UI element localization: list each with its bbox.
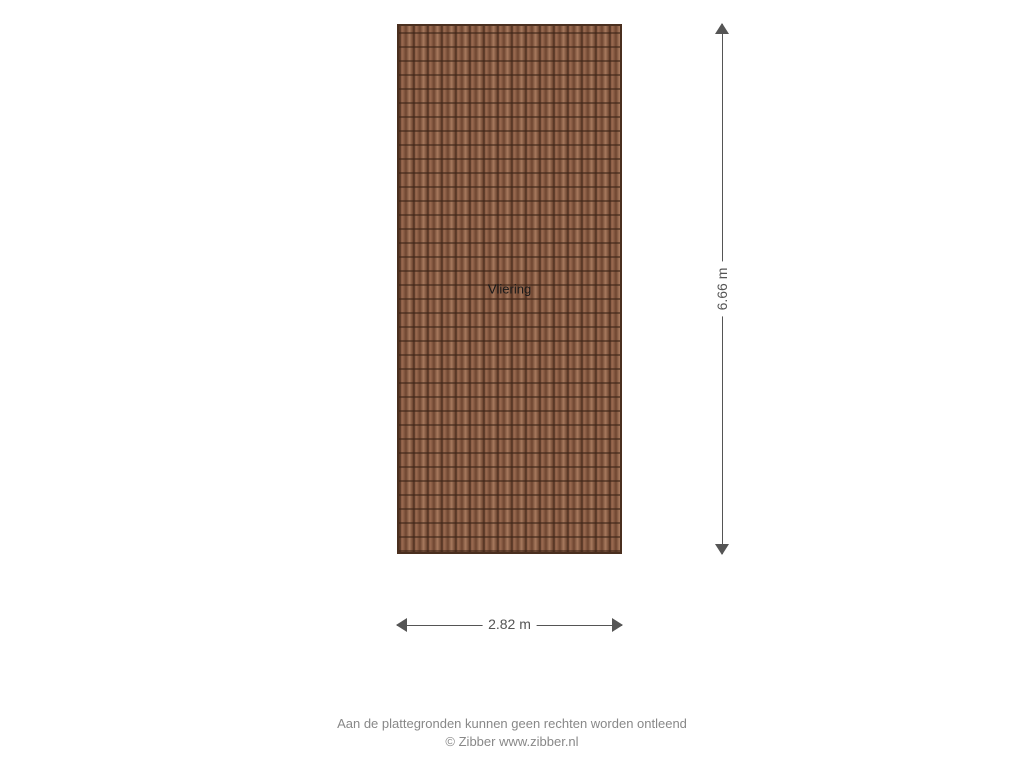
footer-line-1: Aan de plattegronden kunnen geen rechten… [337, 715, 687, 733]
dimension-height-arrow-bottom [715, 544, 729, 555]
dimension-height-label: 6.66 m [714, 262, 730, 317]
dimension-width-label: 2.82 m [482, 616, 537, 632]
dimension-width-arrow-right [612, 618, 623, 632]
footer-line-2: © Zibber www.zibber.nl [337, 733, 687, 751]
footer-disclaimer: Aan de plattegronden kunnen geen rechten… [337, 715, 687, 751]
dimension-width-arrow-left [396, 618, 407, 632]
roof-label: Vliering [488, 282, 531, 297]
roof-plan-rectangle: Vliering [397, 24, 622, 554]
dimension-height-arrow-top [715, 23, 729, 34]
